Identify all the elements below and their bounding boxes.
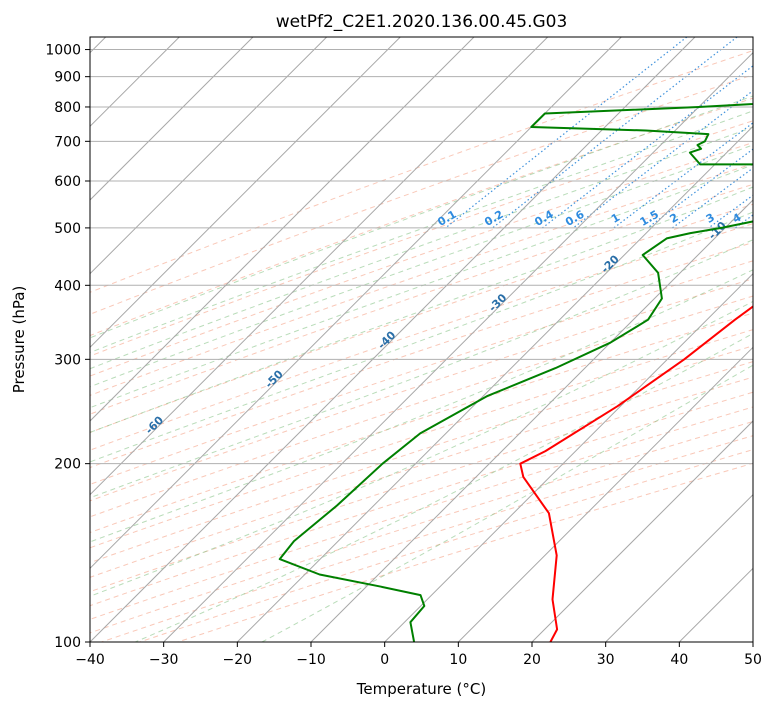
profile-series-line (519, 305, 753, 642)
mixing-ratio-label: 6 (769, 211, 775, 226)
mixing-ratio-label: 1.5 (638, 208, 661, 229)
y-tick-label: 100 (54, 635, 81, 651)
dry-adiabat (90, 376, 753, 593)
mixing-ratio-line (572, 89, 753, 229)
x-axis-label: Temperature (°C) (356, 680, 486, 698)
isotherm-line (90, 37, 549, 496)
isotherm-line (752, 641, 753, 642)
x-tick-label: −20 (223, 652, 253, 668)
y-tick-label: 700 (54, 134, 81, 150)
isotherm-line (678, 567, 753, 642)
isotherm-label: -30 (486, 291, 509, 314)
isotherm-line (90, 37, 622, 570)
dry-adiabat (90, 74, 753, 315)
mixing-ratio-label: 2 (668, 211, 681, 226)
chart-title: wetPf2_C2E1.2020.136.00.45.G03 (276, 12, 568, 32)
x-tick-label: 0 (380, 652, 389, 668)
moist-adiabat (90, 269, 753, 543)
dry-adiabat (90, 241, 753, 469)
dry-adiabat (90, 329, 753, 549)
mixing-ratio-line (708, 194, 753, 229)
isotherm-label: -40 (375, 328, 398, 351)
moist-adiabats (90, 95, 753, 642)
mixing-ratio-line (492, 37, 738, 229)
y-tick-label: 800 (54, 100, 81, 116)
dry-adiabat (90, 142, 753, 377)
mixing-ratio-label: 1 (609, 211, 622, 226)
y-tick-label: 500 (54, 221, 81, 237)
isotherm-label: -70 (20, 463, 43, 486)
isotherm-line (90, 37, 328, 275)
plot-area: 0.10.20.40.611.52346810131620253036-100-… (20, 37, 775, 642)
y-tick-label: 300 (54, 352, 81, 368)
moist-adiabat (90, 95, 753, 339)
dry-adiabats (90, 50, 753, 642)
isotherm-line (90, 37, 254, 201)
isotherm-line (163, 51, 753, 642)
moist-adiabat (90, 211, 753, 463)
dry-adiabat (90, 163, 753, 396)
dry-adiabat (90, 50, 753, 293)
isotherm-line (605, 493, 753, 642)
dry-adiabat (177, 462, 753, 642)
moist-adiabat (135, 332, 753, 642)
isotherm-lines (90, 37, 753, 642)
background-line-labels: 0.10.20.40.611.52346810131620253036-100-… (20, 208, 775, 486)
moist-adiabat (90, 186, 753, 433)
x-axis: −40 −30 −20 −10 0 10 20 30 40 50 (75, 642, 762, 668)
moist-adiabat (261, 364, 753, 642)
mixing-ratio-label: 0.1 (435, 208, 458, 229)
x-tick-label: 30 (597, 652, 615, 668)
y-tick-label: 200 (54, 457, 81, 473)
mixing-ratio-lines (445, 37, 753, 229)
moist-adiabat (90, 126, 753, 370)
isotherm-label: -50 (263, 367, 286, 390)
x-tick-label: 40 (670, 652, 688, 668)
mixing-ratio-line (542, 65, 753, 229)
mixing-ratio-line (734, 214, 753, 229)
x-tick-label: −40 (75, 652, 105, 668)
isotherm-line (384, 272, 753, 642)
isotherm-line (236, 125, 753, 642)
isotherm-line (90, 37, 696, 642)
mixing-ratio-label: 0.4 (532, 208, 556, 229)
profile-series-line (278, 103, 753, 642)
isotherm-line (90, 37, 475, 422)
moist-adiabat (90, 300, 753, 597)
y-tick-label: 400 (54, 278, 81, 294)
x-tick-label: 50 (744, 652, 762, 668)
isotherm-line (310, 199, 753, 642)
dry-adiabat (90, 97, 753, 337)
dry-adiabat (101, 435, 753, 642)
dry-adiabat (90, 345, 753, 564)
mixing-ratio-label: 0.6 (563, 208, 587, 229)
y-tick-label: 1000 (45, 43, 81, 59)
mixing-ratio-line (672, 167, 753, 229)
x-tick-label: 10 (449, 652, 467, 668)
x-tick-label: −10 (296, 652, 326, 668)
isotherm-label: -60 (143, 413, 166, 436)
x-tick-label: −30 (149, 652, 179, 668)
dry-adiabat (90, 295, 753, 518)
dry-adiabat (90, 391, 753, 607)
isotherm-line (457, 346, 753, 642)
isotherm-line (531, 420, 753, 642)
isotherm-line (90, 37, 401, 349)
x-tick-label: 20 (523, 652, 541, 668)
data-series (278, 103, 753, 642)
y-tick-label: 600 (54, 174, 81, 190)
pressure-gridlines (90, 49, 753, 642)
y-axis-label: Pressure (hPa) (10, 286, 28, 394)
dry-adiabat (90, 183, 753, 415)
y-axis: 100 200 300 400 500 600 700 800 900 1000 (45, 43, 90, 651)
y-tick-label: 900 (54, 70, 81, 86)
plot-frame (89, 36, 754, 643)
